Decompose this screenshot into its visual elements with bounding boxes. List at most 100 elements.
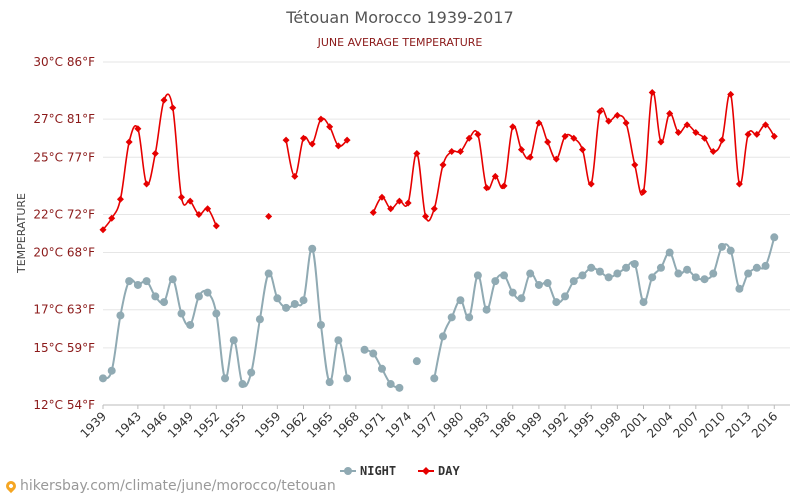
data-point-night[interactable] xyxy=(456,296,465,305)
data-point-night[interactable] xyxy=(500,271,509,280)
data-point-day[interactable] xyxy=(596,108,604,116)
data-point-night[interactable] xyxy=(412,357,421,366)
data-point-day[interactable] xyxy=(177,193,185,201)
data-point-day[interactable] xyxy=(561,132,569,140)
data-point-night[interactable] xyxy=(439,332,447,341)
data-point-day[interactable] xyxy=(143,180,151,188)
data-point-night[interactable] xyxy=(142,277,151,286)
data-point-day[interactable] xyxy=(744,130,752,138)
data-point-day[interactable] xyxy=(343,136,351,144)
data-point-day[interactable] xyxy=(282,136,290,144)
data-point-night[interactable] xyxy=(691,273,700,282)
data-point-day[interactable] xyxy=(526,153,534,161)
data-point-day[interactable] xyxy=(544,138,552,146)
data-point-day[interactable] xyxy=(334,142,342,150)
data-point-night[interactable] xyxy=(273,294,282,303)
data-point-day[interactable] xyxy=(657,138,665,146)
data-point-night[interactable] xyxy=(238,380,247,389)
data-point-night[interactable] xyxy=(221,374,230,383)
data-point-night[interactable] xyxy=(395,383,404,392)
data-point-day[interactable] xyxy=(108,214,116,222)
data-point-night[interactable] xyxy=(212,309,221,318)
data-point-night[interactable] xyxy=(526,269,535,278)
data-point-night[interactable] xyxy=(717,242,726,251)
data-point-day[interactable] xyxy=(692,129,700,137)
data-point-night[interactable] xyxy=(726,246,735,255)
data-point-night[interactable] xyxy=(160,298,169,307)
data-point-night[interactable] xyxy=(630,259,639,268)
data-point-night[interactable] xyxy=(770,233,779,242)
data-point-day[interactable] xyxy=(535,119,543,127)
data-point-night[interactable] xyxy=(247,368,256,377)
data-point-night[interactable] xyxy=(186,320,195,329)
data-point-day[interactable] xyxy=(517,146,525,154)
data-point-day[interactable] xyxy=(762,121,770,129)
data-point-day[interactable] xyxy=(727,90,735,98)
data-point-day[interactable] xyxy=(648,88,656,96)
data-point-day[interactable] xyxy=(116,195,124,203)
data-point-day[interactable] xyxy=(422,212,430,220)
data-point-day[interactable] xyxy=(578,146,586,154)
data-point-day[interactable] xyxy=(326,123,334,131)
data-point-day[interactable] xyxy=(605,117,613,125)
data-point-day[interactable] xyxy=(631,161,639,169)
data-point-day[interactable] xyxy=(465,134,473,142)
data-point-day[interactable] xyxy=(622,119,630,127)
data-point-day[interactable] xyxy=(640,188,648,196)
data-point-night[interactable] xyxy=(595,267,604,276)
data-point-night[interactable] xyxy=(700,275,709,284)
data-point-night[interactable] xyxy=(299,296,308,305)
data-point-night[interactable] xyxy=(308,244,317,253)
footer-url[interactable]: hikersbay.com/climate/june/morocco/tetou… xyxy=(20,478,336,494)
data-point-night[interactable] xyxy=(491,277,500,286)
data-point-day[interactable] xyxy=(474,130,482,138)
data-point-night[interactable] xyxy=(604,273,613,282)
data-point-day[interactable] xyxy=(317,115,325,123)
data-point-day[interactable] xyxy=(666,109,674,117)
data-point-day[interactable] xyxy=(509,123,517,131)
data-point-day[interactable] xyxy=(683,121,691,129)
data-point-night[interactable] xyxy=(465,313,474,322)
data-point-day[interactable] xyxy=(753,130,761,138)
data-point-night[interactable] xyxy=(430,374,439,383)
data-point-day[interactable] xyxy=(265,212,273,220)
data-point-night[interactable] xyxy=(116,311,125,320)
data-point-night[interactable] xyxy=(133,280,142,289)
data-point-day[interactable] xyxy=(770,132,778,140)
data-point-night[interactable] xyxy=(482,305,491,314)
data-point-night[interactable] xyxy=(665,248,674,257)
data-point-night[interactable] xyxy=(683,265,692,274)
data-point-day[interactable] xyxy=(369,209,377,217)
data-point-day[interactable] xyxy=(552,155,560,163)
data-point-night[interactable] xyxy=(578,271,587,280)
data-point-night[interactable] xyxy=(648,273,657,282)
data-point-day[interactable] xyxy=(500,182,508,190)
data-point-night[interactable] xyxy=(107,366,116,375)
data-point-night[interactable] xyxy=(613,269,622,278)
data-point-day[interactable] xyxy=(491,172,499,180)
data-point-day[interactable] xyxy=(134,125,142,133)
data-point-night[interactable] xyxy=(473,271,482,280)
data-point-night[interactable] xyxy=(447,313,456,322)
data-point-day[interactable] xyxy=(308,140,316,148)
data-point-night[interactable] xyxy=(517,294,526,303)
data-point-day[interactable] xyxy=(587,180,595,188)
data-point-night[interactable] xyxy=(255,315,264,324)
data-point-day[interactable] xyxy=(439,161,447,169)
data-point-day[interactable] xyxy=(378,193,386,201)
data-point-night[interactable] xyxy=(543,279,552,288)
data-point-day[interactable] xyxy=(212,222,220,230)
legend-night-label[interactable]: NIGHT xyxy=(360,464,396,478)
data-point-night[interactable] xyxy=(290,300,299,309)
data-point-day[interactable] xyxy=(570,134,578,142)
data-point-night[interactable] xyxy=(552,298,561,307)
data-point-night[interactable] xyxy=(168,275,177,284)
data-point-day[interactable] xyxy=(395,197,403,205)
data-point-night[interactable] xyxy=(534,280,543,289)
data-point-night[interactable] xyxy=(203,288,212,297)
data-point-day[interactable] xyxy=(448,148,456,156)
data-point-day[interactable] xyxy=(735,180,743,188)
data-point-night[interactable] xyxy=(282,303,291,312)
data-point-day[interactable] xyxy=(204,205,212,213)
data-point-day[interactable] xyxy=(186,197,194,205)
